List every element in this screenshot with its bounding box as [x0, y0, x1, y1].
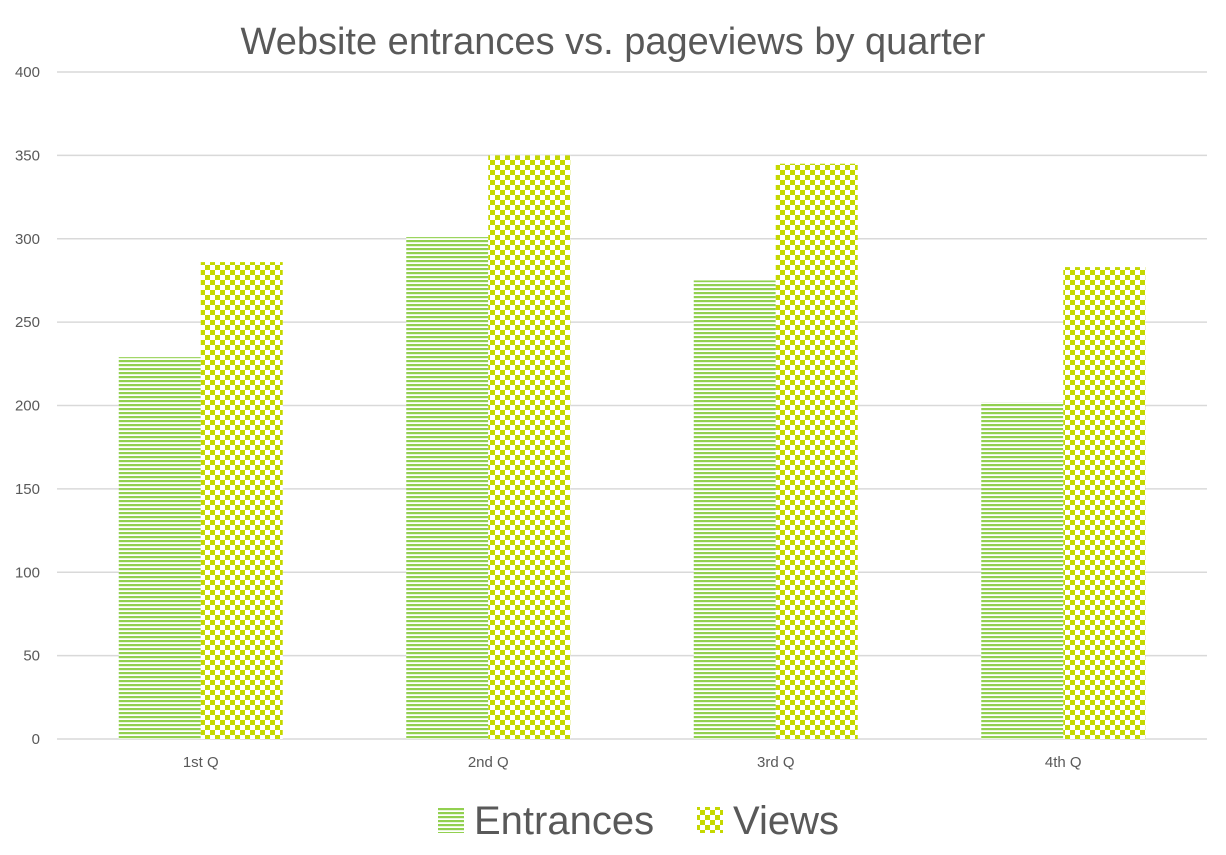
y-tick-label: 400: [15, 64, 40, 81]
legend-swatch-views: [697, 807, 723, 833]
x-tick-label: 4th Q: [1045, 754, 1082, 771]
y-tick-label: 200: [15, 398, 40, 415]
legend-swatch-entrances: [438, 807, 464, 833]
y-tick-label: 350: [15, 147, 40, 164]
legend-label-entrances: Entrances: [474, 799, 654, 843]
bar-entrances: [406, 237, 489, 739]
x-tick-label: 1st Q: [183, 754, 219, 771]
y-tick-label: 0: [32, 731, 40, 748]
chart-title: Website entrances vs. pageviews by quart…: [241, 21, 986, 63]
bar-entrances: [118, 357, 201, 739]
legend-label-views: Views: [733, 799, 839, 843]
bar-views: [1063, 267, 1146, 739]
x-tick-label: 2nd Q: [468, 754, 509, 771]
y-tick-label: 300: [15, 231, 40, 248]
y-tick-label: 50: [23, 648, 40, 665]
y-tick-label: 100: [15, 564, 40, 581]
bars: [118, 155, 1146, 739]
x-axis-tick-labels: 1st Q 2nd Q 3rd Q 4th Q: [183, 754, 1082, 771]
bar-views: [488, 155, 571, 739]
bar-views: [775, 163, 858, 739]
x-tick-label: 3rd Q: [757, 754, 795, 771]
y-axis-tick-labels: 0 50 100 150 200 250 300 350 400: [15, 64, 40, 748]
y-tick-label: 250: [15, 314, 40, 331]
y-tick-label: 150: [15, 481, 40, 498]
bar-entrances: [981, 402, 1064, 739]
bar-views: [200, 262, 283, 739]
legend: Entrances Views: [438, 799, 839, 843]
bar-entrances: [693, 280, 776, 739]
